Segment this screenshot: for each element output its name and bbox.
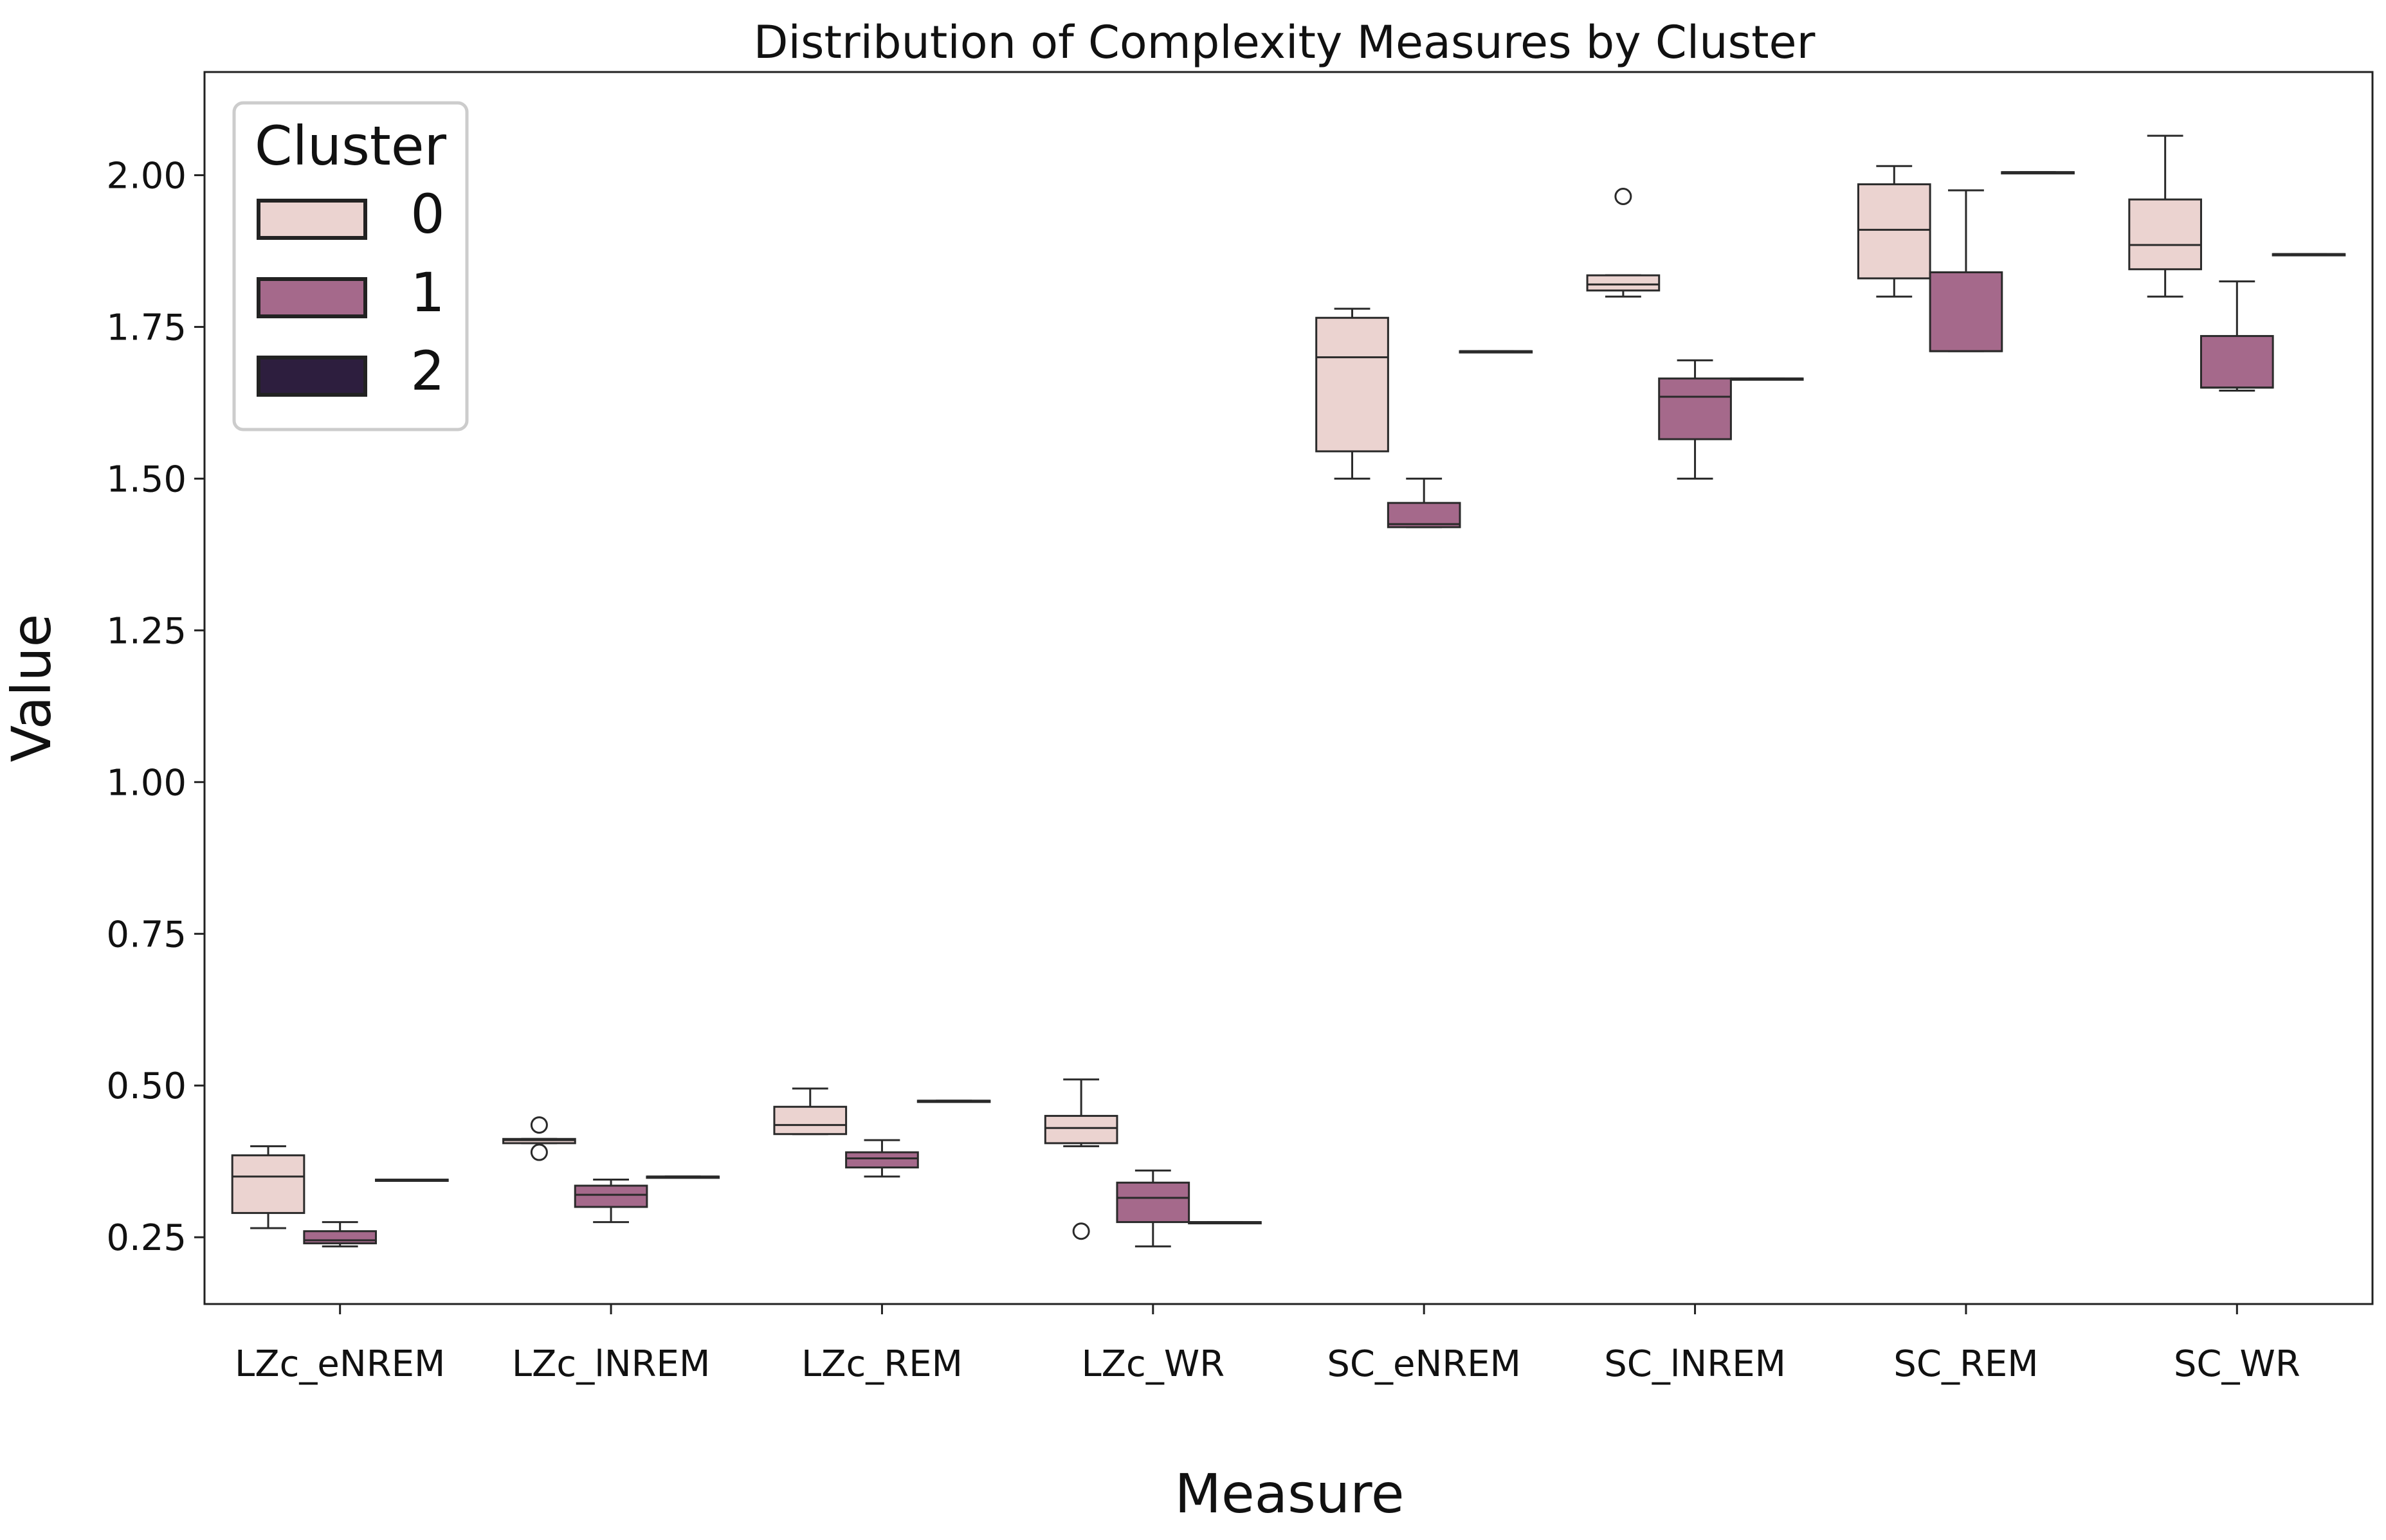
box-iqr: [1586, 274, 1661, 292]
x-tick-label: SC_REM: [1893, 1343, 2038, 1385]
box-SC_REM-cluster-1: [1929, 189, 2003, 352]
box-iqr: [1315, 316, 1389, 453]
box-LZc_eNREM-cluster-0: [231, 1145, 305, 1229]
box-iqr: [773, 1105, 848, 1136]
box-iqr: [1929, 271, 2003, 352]
legend-swatch-0: [257, 199, 367, 240]
legend-label-0: 0: [410, 183, 444, 246]
x-tick-label: LZc_WR: [1081, 1343, 1225, 1385]
box-LZc_lNREM-cluster-2: [646, 1175, 720, 1179]
box-iqr: [1044, 1114, 1118, 1145]
box-LZc_WR-cluster-2: [1188, 1221, 1262, 1225]
outlier-point: [1072, 1222, 1090, 1240]
box-SC_lNREM-cluster-1: [1658, 359, 1732, 480]
outlier-point: [1614, 187, 1632, 205]
box-iqr: [2128, 198, 2202, 271]
x-tick-label: LZc_eNREM: [235, 1343, 445, 1385]
x-tick-label: SC_eNREM: [1327, 1343, 1521, 1385]
box-iqr: [574, 1184, 648, 1208]
box-LZc_REM-cluster-1: [845, 1139, 919, 1178]
box-SC_eNREM-cluster-1: [1387, 477, 1461, 529]
outlier-point: [530, 1116, 548, 1134]
box-iqr: [1658, 377, 1732, 440]
box-SC_lNREM-cluster-2: [1729, 377, 1804, 381]
x-axis: LZc_eNREM LZc_lNREM LZc_REM LZc_WR SC_eNREM S…: [235, 1304, 2300, 1385]
x-tick-label: SC_WR: [2174, 1343, 2300, 1385]
box-iqr: [1387, 502, 1461, 529]
x-axis-label: Measure: [1175, 1462, 1405, 1525]
legend-swatch-2: [257, 356, 367, 397]
box-LZc_REM-cluster-2: [916, 1100, 991, 1103]
legend-label-2: 2: [410, 340, 444, 403]
series-0: [231, 134, 2202, 1240]
legend: Cluster 0 1 2: [232, 101, 469, 431]
plot-area-frame: [203, 71, 2374, 1305]
box-iqr: [303, 1230, 378, 1245]
legend-label-1: 1: [410, 261, 444, 324]
box-LZc_eNREM-cluster-1: [303, 1221, 378, 1247]
legend-swatch-1: [257, 277, 367, 318]
box-SC_eNREM-cluster-2: [1459, 350, 1533, 354]
y-tick-label: 1.00: [106, 762, 187, 804]
y-tick-label: 2.00: [106, 155, 187, 197]
y-tick-label: 1.50: [106, 458, 187, 500]
series-1: [303, 189, 2274, 1247]
y-tick-label: 0.50: [106, 1065, 187, 1107]
box-SC_REM-cluster-2: [2001, 171, 2075, 175]
box-series: [231, 134, 2346, 1247]
y-tick-label: 0.75: [106, 914, 187, 956]
box-iqr: [1857, 183, 1931, 280]
box-LZc_REM-cluster-0: [773, 1087, 848, 1136]
series-2: [375, 171, 2346, 1225]
box-LZc_WR-cluster-0: [1044, 1078, 1118, 1240]
outlier-point: [530, 1143, 548, 1161]
box-iqr: [2199, 335, 2274, 389]
chart-title: Distribution of Complexity Measures by C…: [754, 16, 1816, 69]
x-tick-label: SC_lNREM: [1604, 1343, 1786, 1385]
y-axis-label: Value: [0, 614, 63, 763]
box-LZc_lNREM-cluster-0: [502, 1116, 576, 1161]
box-SC_lNREM-cluster-0: [1586, 187, 1661, 298]
y-tick-label: 0.25: [106, 1217, 187, 1259]
box-SC_WR-cluster-0: [2128, 134, 2202, 298]
x-tick-label: LZc_REM: [801, 1343, 963, 1385]
box-SC_WR-cluster-2: [2272, 253, 2346, 257]
box-SC_eNREM-cluster-0: [1315, 307, 1389, 480]
box-LZc_eNREM-cluster-2: [375, 1179, 449, 1182]
box-SC_WR-cluster-1: [2199, 280, 2274, 392]
y-tick-label: 1.75: [106, 307, 187, 349]
y-axis: 0.25 0.50 0.75 1.00 1.25 1.50 1.75 2.00: [106, 155, 205, 1259]
box-LZc_lNREM-cluster-1: [574, 1179, 648, 1224]
y-tick-label: 1.25: [106, 610, 187, 652]
box-iqr: [231, 1154, 305, 1214]
box-iqr: [1116, 1181, 1190, 1224]
legend-frame: [232, 101, 469, 431]
legend-title: Cluster: [255, 114, 447, 177]
box-LZc_WR-cluster-1: [1116, 1169, 1190, 1247]
box-SC_REM-cluster-0: [1857, 165, 1931, 298]
box-iqr: [845, 1151, 919, 1169]
x-tick-label: LZc_lNREM: [512, 1343, 710, 1385]
